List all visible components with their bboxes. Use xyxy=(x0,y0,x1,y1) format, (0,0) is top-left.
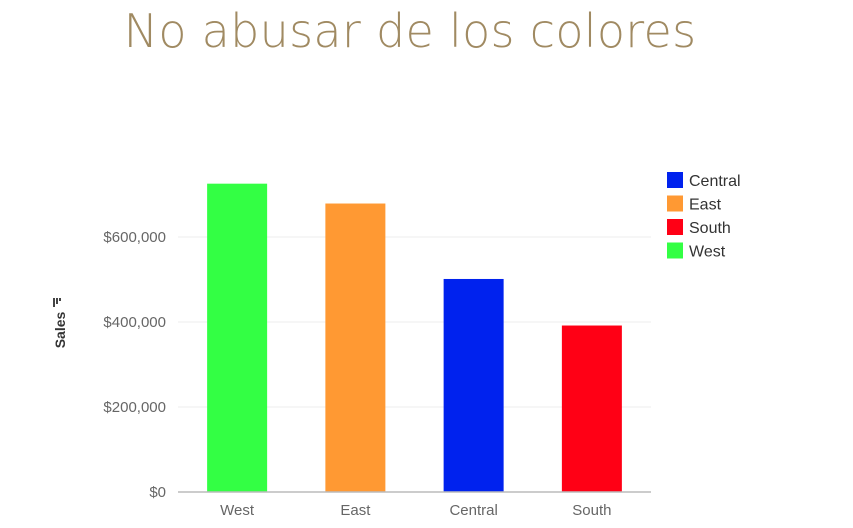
x-tick-label: East xyxy=(340,502,371,519)
y-tick-label: $0 xyxy=(149,484,166,501)
x-tick-label: Central xyxy=(449,502,497,519)
y-axis-title: Sales xyxy=(52,311,68,348)
bar-south[interactable] xyxy=(561,325,622,492)
bar-east[interactable] xyxy=(325,203,386,493)
legend-label: Central xyxy=(689,173,741,190)
legend-label: East xyxy=(689,197,722,214)
bar-west[interactable] xyxy=(207,183,268,492)
legend-swatch-west xyxy=(667,242,683,259)
bar-central[interactable] xyxy=(443,278,504,492)
sort-icon-bar xyxy=(59,298,61,301)
legend-swatch-central xyxy=(667,172,683,188)
legend-swatch-south xyxy=(667,219,683,235)
y-tick-label: $400,000 xyxy=(103,314,166,331)
sort-icon-bar xyxy=(56,298,58,304)
x-tick-label: West xyxy=(220,502,255,519)
y-axis-ticks: $0 $200,000 $400,000 $600,000 xyxy=(103,229,166,501)
legend-label: West xyxy=(689,244,726,261)
sort-icon[interactable] xyxy=(53,298,61,307)
x-tick-label: South xyxy=(572,502,611,519)
x-axis-ticks: West East Central South xyxy=(220,502,611,519)
y-axis-title-group: Sales xyxy=(52,298,68,348)
y-tick-label: $600,000 xyxy=(103,229,166,246)
legend: Central East South West xyxy=(667,172,741,261)
legend-label: South xyxy=(689,220,731,237)
sort-icon-bar xyxy=(53,298,55,307)
slide-title: No abusar de los colores xyxy=(123,4,697,58)
bars xyxy=(207,183,622,493)
y-tick-label: $200,000 xyxy=(103,399,166,416)
legend-swatch-east xyxy=(667,195,683,212)
